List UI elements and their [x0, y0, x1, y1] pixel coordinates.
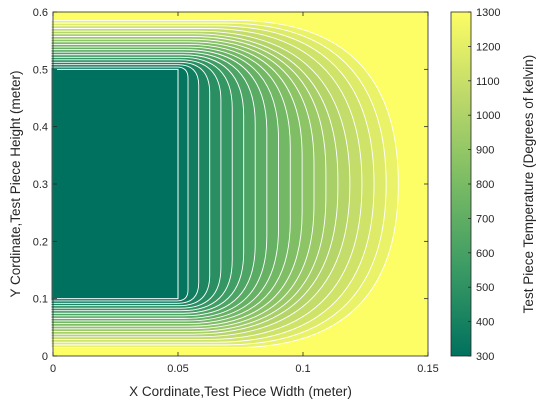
contour-line [50, 19, 399, 349]
contour-line [50, 56, 233, 312]
y-tick-label: 0 [42, 351, 48, 363]
colorbar-tick-label: 600 [476, 248, 494, 260]
contour-line [50, 64, 200, 304]
colorbar-tick-label: 400 [476, 317, 494, 329]
y-tick-label: 0.2 [33, 236, 48, 248]
y-axis-label: Y Cordinate,Test Piece Height (meter) [8, 70, 23, 297]
x-tick-label: 0 [50, 363, 56, 375]
contour-line [50, 25, 375, 343]
contour-line [50, 30, 351, 338]
x-axis: 0 0.05 0.1 0.15 [50, 12, 439, 375]
x-tick-label: 0.05 [167, 363, 188, 375]
contour-line [50, 28, 363, 340]
contour-line [50, 41, 303, 327]
colorbar-tick-label: 700 [476, 213, 494, 225]
colorbar-tick-label: 1100 [476, 76, 500, 88]
contour-line [50, 59, 222, 309]
contour-line [50, 38, 315, 330]
colorbar-tick-label: 300 [476, 351, 494, 363]
contour-line [50, 66, 189, 302]
y-tick-label: 0.6 [33, 7, 48, 19]
y-axis: 0 0.1 0.2 0.3 0.4 0.5 0.6 [33, 7, 428, 363]
colorbar-tick-label: 1000 [476, 110, 500, 122]
y-tick-label: 0.1 [33, 294, 48, 306]
y-tick-label: 0.4 [33, 122, 48, 134]
colorbar-tick-label: 1200 [476, 41, 500, 53]
contour-line [50, 54, 245, 314]
colorbar-tick-label: 900 [476, 145, 494, 157]
colorbar-tick-label: 500 [476, 282, 494, 294]
contour-line [50, 46, 279, 322]
x-axis-label: X Cordinate,Test Piece Width (meter) [129, 384, 352, 399]
y-tick-label: 0.5 [33, 64, 48, 76]
colorbar-tick-label: 800 [476, 179, 494, 191]
x-tick-label: 0.15 [417, 363, 438, 375]
contour-line [50, 22, 387, 346]
contour-line [50, 49, 268, 319]
y-tick-label: 0.3 [33, 179, 48, 191]
contour-line [50, 51, 256, 317]
contour-line [50, 33, 339, 335]
colorbar-axis: 300 400 500 600 700 800 900 1000 1100 1200 1300 [468, 7, 500, 363]
inner-region [52, 68, 179, 300]
colorbar-label: Test Piece Temperature (Degrees of kelvi… [521, 55, 536, 314]
contour-line [50, 36, 327, 332]
contour-lines [50, 19, 399, 349]
colorbar-tick-label: 1300 [476, 7, 500, 19]
x-tick-label: 0.1 [295, 363, 310, 375]
contour-line [50, 61, 211, 307]
contour-line [50, 43, 291, 325]
